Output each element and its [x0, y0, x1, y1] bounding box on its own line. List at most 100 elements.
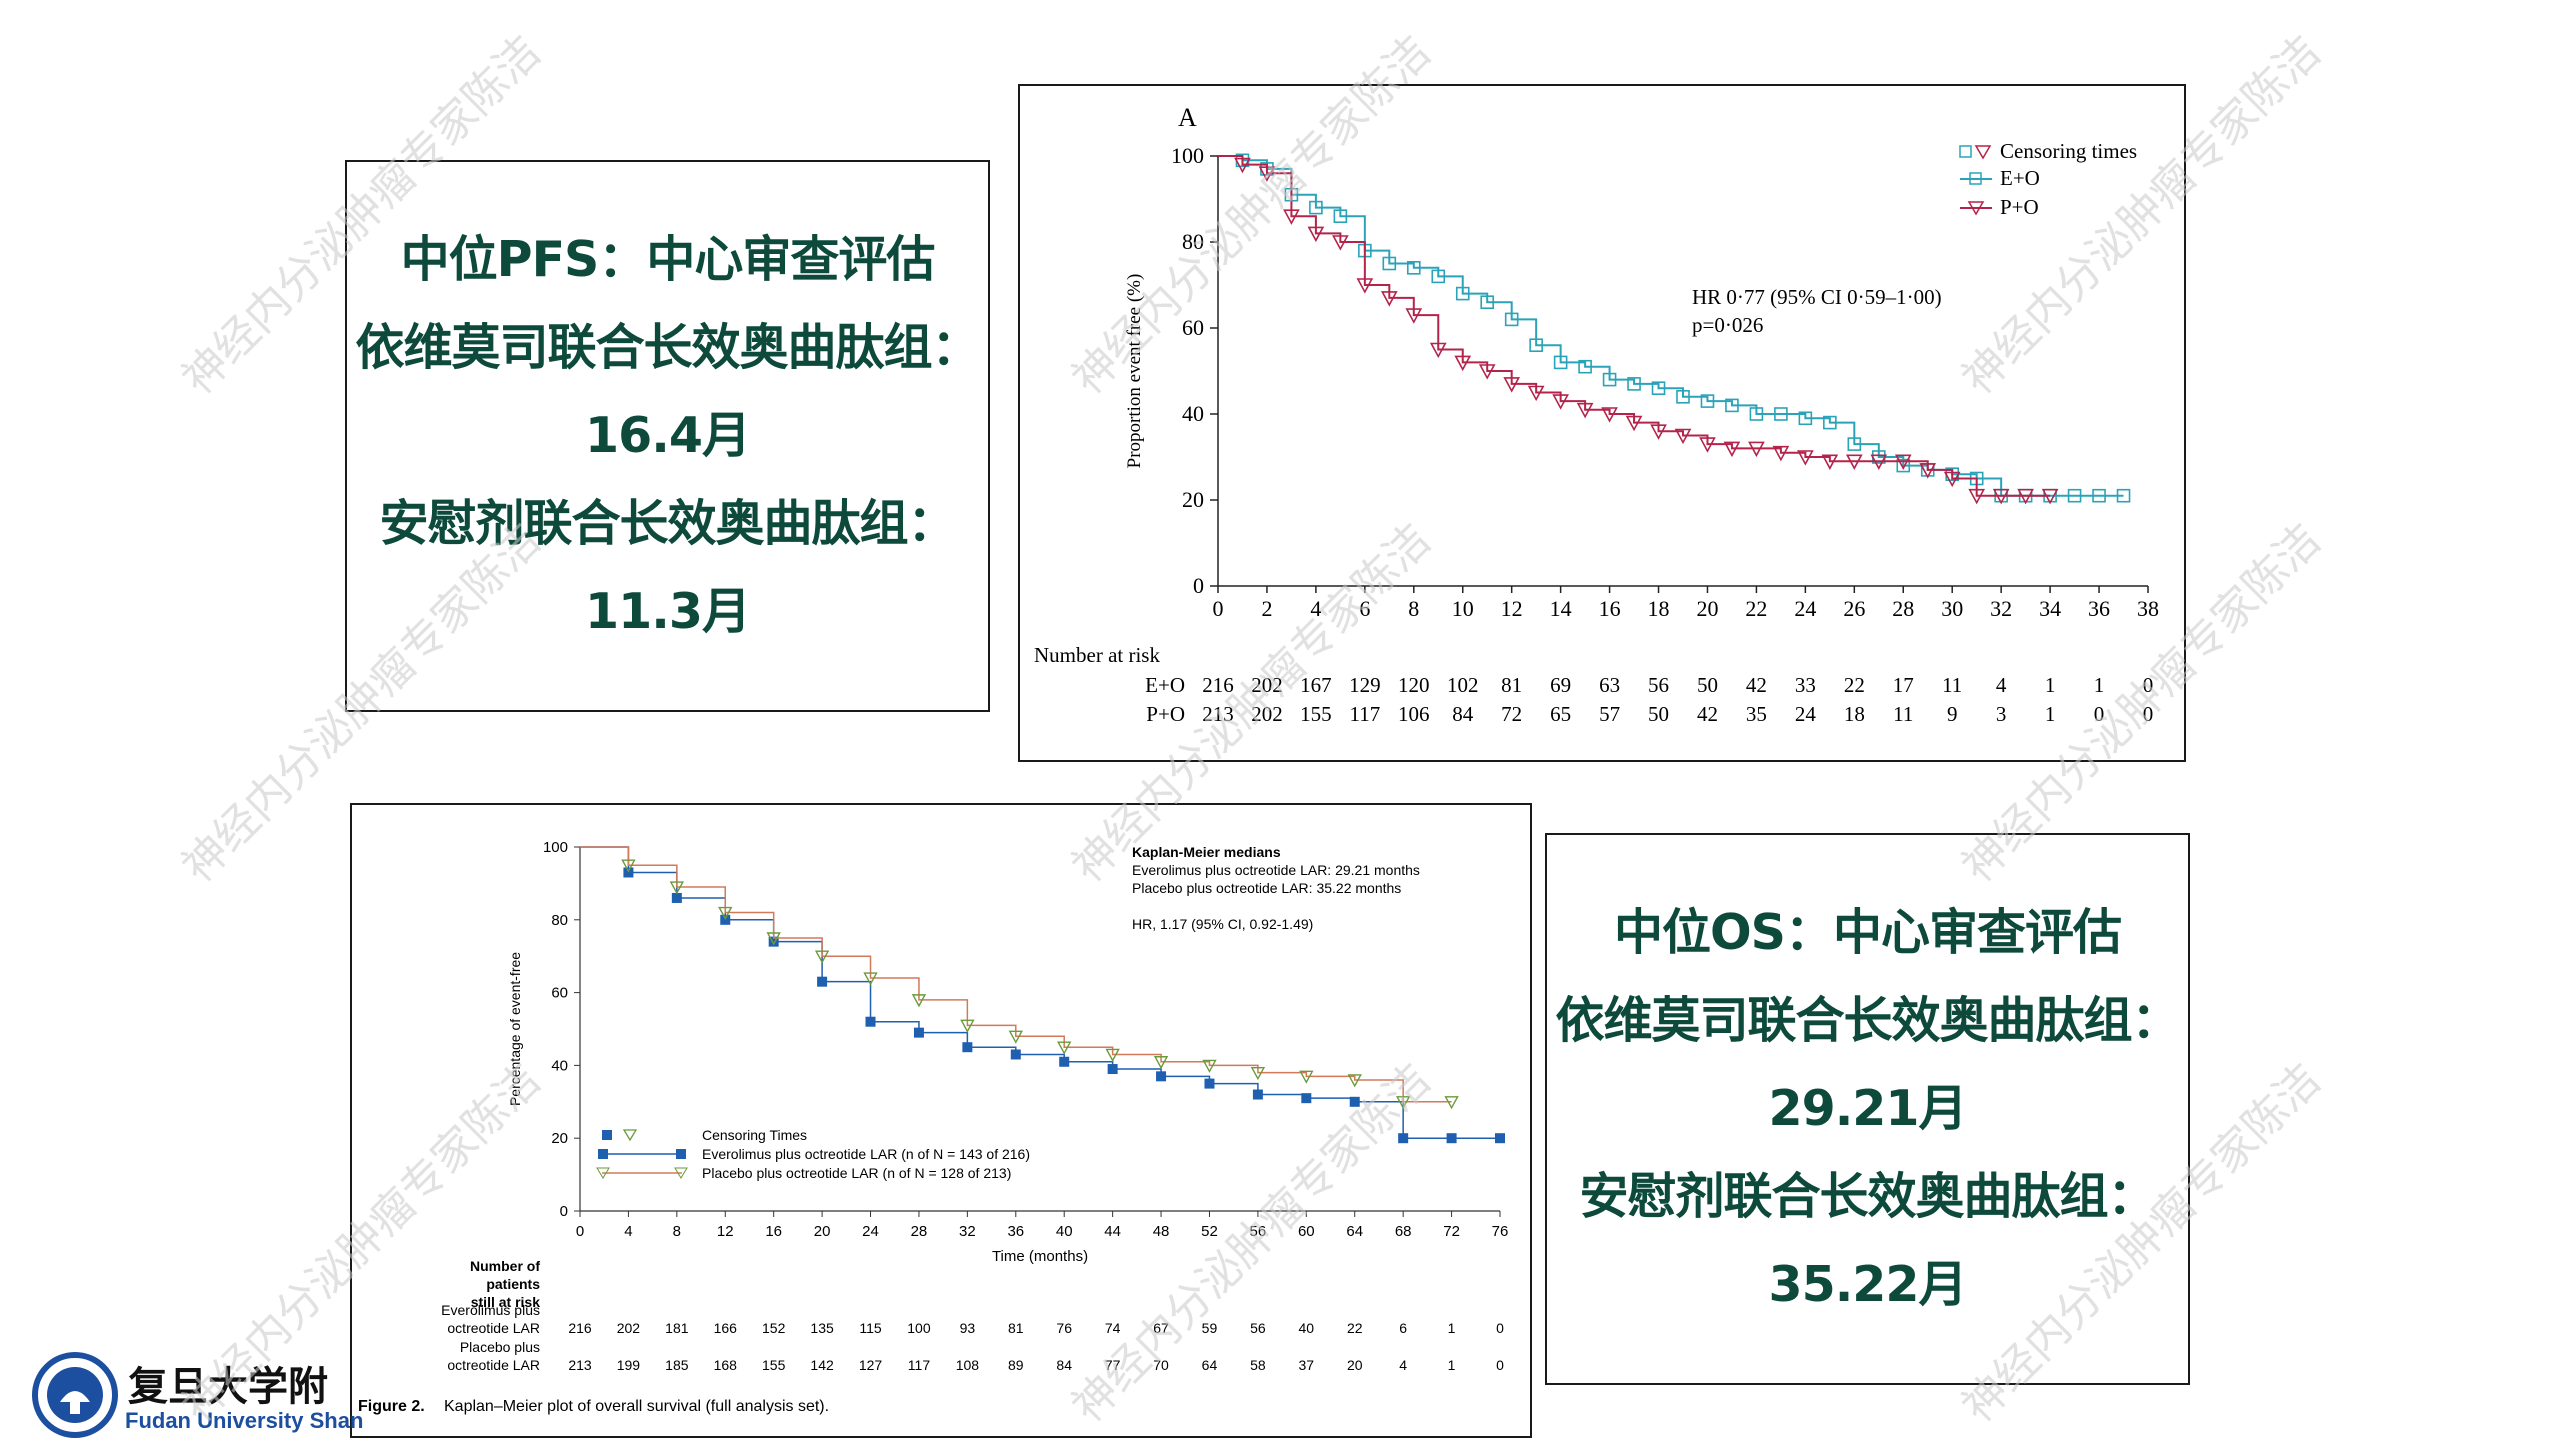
x-tick-label: 28: [1892, 596, 1914, 621]
censor-mark-eo: [1823, 415, 1837, 430]
university-logo: 复旦大学附 Fudan University Shan: [30, 1350, 370, 1440]
risk-value: 42: [1746, 673, 1767, 697]
risk-value: 64: [1202, 1357, 1218, 1373]
p-value-annotation: p=0·026: [1692, 313, 1763, 337]
risk-value: 106: [1398, 702, 1430, 726]
censor-mark-placebo: [1105, 1048, 1120, 1062]
risk-value: 1: [2094, 673, 2105, 697]
legend-marker: [676, 1149, 686, 1159]
legend-item: P+O: [2000, 195, 2039, 219]
x-axis-label: Time (months): [992, 1248, 1088, 1265]
risk-value: 50: [1697, 673, 1718, 697]
y-tick-label: 60: [551, 985, 568, 1002]
censor-mark-po: [1992, 488, 2010, 505]
risk-value: 35: [1746, 702, 1767, 726]
censor-mark-eo: [1774, 407, 1788, 421]
censor-mark-eo: [1480, 295, 1495, 309]
risk-value: 1: [1448, 1320, 1456, 1336]
risk-value: 127: [859, 1357, 883, 1373]
risk-value: 9: [1947, 702, 1958, 726]
risk-row-label-line1: Placebo plus: [460, 1339, 540, 1355]
censor-mark-po: [1748, 441, 1765, 458]
censor-mark-po: [1234, 157, 1251, 174]
censor-mark-everolimus: [817, 976, 828, 987]
censor-mark-po: [1356, 278, 1374, 294]
logo-chinese-name: 复旦大学附: [128, 1363, 328, 1410]
risk-row-label-line2: octreotide LAR: [447, 1357, 540, 1373]
risk-value: 89: [1008, 1357, 1024, 1373]
legend-item: Everolimus plus octreotide LAR (n of N =…: [702, 1146, 1030, 1162]
x-tick-label: 10: [1452, 596, 1474, 621]
x-tick-label: 28: [911, 1223, 928, 1240]
censor-mark-everolimus: [1446, 1133, 1457, 1144]
legend-title: Censoring times: [2000, 139, 2137, 163]
risk-value: 24: [1795, 702, 1817, 726]
censor-mark-placebo: [1347, 1074, 1362, 1088]
risk-table-title: Number at risk: [1034, 643, 1160, 667]
risk-value: 167: [1300, 673, 1332, 697]
legend-censor-triangle: [622, 1129, 638, 1142]
risk-value: 40: [1299, 1320, 1315, 1336]
censor-mark-eo: [1553, 355, 1568, 370]
risk-value: 57: [1599, 702, 1620, 726]
censor-mark-placebo: [621, 859, 636, 873]
risk-table-title-part: Number of: [470, 1258, 540, 1274]
risk-value: 18: [1844, 702, 1865, 726]
risk-value: 0: [1496, 1357, 1504, 1373]
censor-mark-po: [1454, 355, 1472, 372]
censor-mark-po: [1380, 291, 1398, 307]
risk-value: 74: [1105, 1320, 1121, 1336]
pfs-summary-box: 中位PFS：中心审查评估 依维莫司联合长效奥曲肽组： 16.4月 安慰剂联合长效…: [345, 160, 990, 712]
censor-mark-eo: [1627, 377, 1641, 391]
risk-value: 129: [1349, 673, 1381, 697]
panel-label: A: [1178, 103, 1197, 132]
os-everolimus-value: 29.21月: [1768, 1080, 1968, 1137]
censor-mark-po: [1283, 209, 1300, 225]
x-tick-label: 72: [1443, 1223, 1460, 1240]
y-tick-label: 100: [543, 839, 568, 856]
censor-mark-everolimus: [768, 936, 779, 947]
censor-mark-po: [1429, 342, 1447, 359]
x-tick-label: 4: [1310, 596, 1321, 621]
y-tick-label: 0: [560, 1203, 568, 1220]
risk-value: 63: [1599, 673, 1620, 697]
risk-value: 84: [1452, 702, 1474, 726]
censor-mark-eo: [1578, 359, 1592, 374]
pfs-everolimus-label: 依维莫司联合长效奥曲肽组：: [355, 319, 980, 376]
censor-mark-po: [1845, 454, 1863, 470]
censor-mark-po: [1601, 407, 1618, 423]
censor-mark-po: [1332, 235, 1349, 251]
legend-censor-square: [602, 1130, 612, 1140]
censor-mark-everolimus: [913, 1027, 924, 1038]
risk-value: 81: [1501, 673, 1522, 697]
censor-mark-po: [2017, 488, 2034, 505]
risk-value: 84: [1056, 1357, 1072, 1373]
risk-value: 56: [1250, 1320, 1266, 1336]
x-tick-label: 8: [673, 1223, 681, 1240]
figure-caption-label: Figure 2.: [358, 1398, 425, 1415]
os-placebo-value: 35.22月: [1768, 1256, 1968, 1313]
censor-mark-eo: [1309, 200, 1323, 215]
pfs-heading: 中位PFS：中心审查评估: [400, 231, 936, 288]
risk-value: 155: [762, 1357, 786, 1373]
censor-mark-placebo: [718, 906, 733, 920]
censor-mark-po: [1943, 471, 1961, 488]
censor-mark-po: [1307, 226, 1325, 243]
censor-mark-eo: [1700, 394, 1715, 408]
risk-value: 77: [1105, 1357, 1121, 1373]
risk-value: 69: [1550, 673, 1571, 697]
risk-row-label-line2: octreotide LAR: [447, 1320, 540, 1336]
risk-value: 6: [1399, 1320, 1407, 1336]
risk-value: 102: [1447, 673, 1479, 697]
censor-mark-placebo: [1008, 1030, 1023, 1044]
censor-mark-placebo: [1444, 1096, 1459, 1110]
legend-marker: [598, 1149, 608, 1159]
legend-marker: [1969, 172, 1982, 185]
km-median-everolimus: Everolimus plus octreotide LAR: 29.21 mo…: [1132, 862, 1420, 878]
censor-mark-po: [1919, 463, 1937, 479]
censor-mark-eo: [1725, 398, 1739, 413]
risk-value: 181: [665, 1320, 689, 1336]
x-tick-label: 22: [1745, 596, 1767, 621]
x-tick-label: 2: [1261, 596, 1272, 621]
censor-mark-po: [1650, 424, 1667, 440]
